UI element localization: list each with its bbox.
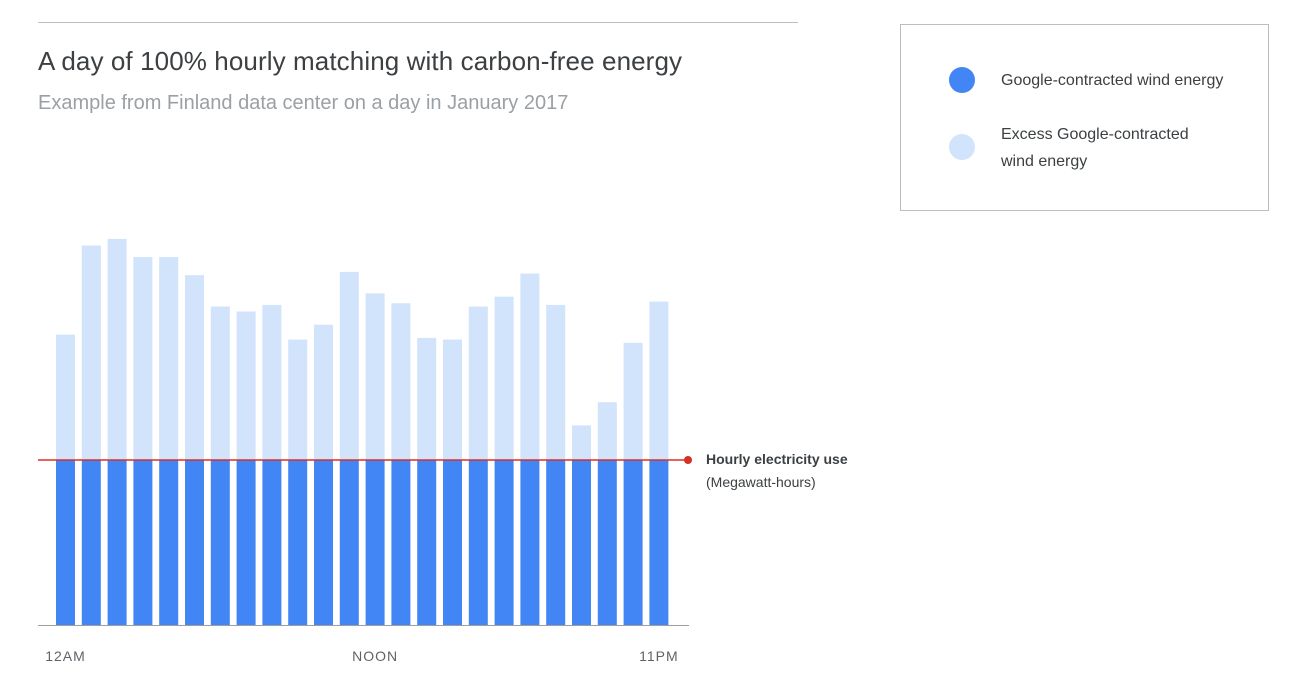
bar-matched (81, 460, 101, 625)
bar-matched (468, 460, 488, 625)
bar-excess (314, 324, 333, 460)
bar-excess (159, 257, 179, 460)
bar-excess (572, 425, 591, 460)
bar-excess (210, 306, 230, 460)
reference-line-label: Hourly electricity use (706, 451, 848, 467)
bar-matched (597, 460, 617, 625)
legend-label-matched: Google-contracted wind energy (1001, 72, 1224, 89)
legend-label-excess: Excess Google-contracted wind energy (1001, 121, 1189, 175)
x-tick-label: NOON (352, 648, 399, 664)
bar-excess (107, 238, 127, 460)
bar-matched (649, 460, 669, 625)
bar-matched (572, 460, 591, 625)
bar-excess (494, 296, 514, 460)
bar-excess (56, 334, 75, 460)
bar-excess (365, 293, 385, 460)
bar-excess (133, 257, 153, 460)
bar-matched (314, 460, 333, 625)
bar-excess (288, 339, 308, 460)
bar-matched (133, 460, 153, 625)
bar-matched (391, 460, 411, 625)
bar-matched (56, 460, 75, 625)
bar-excess (649, 301, 669, 460)
legend-swatch-excess (949, 134, 975, 160)
bar-matched (443, 460, 462, 625)
bar-matched (262, 460, 282, 625)
bar-matched (107, 460, 127, 625)
bar-excess (443, 339, 462, 460)
bar-excess (546, 304, 566, 460)
reference-line-unit: (Megawatt-hours) (706, 474, 816, 490)
bar-matched (365, 460, 385, 625)
bar-matched (159, 460, 179, 625)
x-tick-label: 12AM (45, 648, 86, 664)
bar-matched (185, 460, 204, 625)
bar-excess (236, 311, 256, 460)
legend-label-excess-line2: wind energy (1001, 153, 1088, 170)
chart-subtitle: Example from Finland data center on a da… (38, 92, 569, 114)
bar-matched (236, 460, 256, 625)
bar-excess (81, 245, 101, 460)
bar-excess (339, 271, 359, 460)
bar-excess (262, 304, 282, 460)
legend-swatch-matched (949, 67, 975, 93)
bar-matched (546, 460, 566, 625)
bar-excess (417, 337, 437, 460)
legend: Google-contracted wind energy Excess Goo… (900, 24, 1269, 211)
bar-excess (391, 303, 411, 460)
bar-matched (210, 460, 230, 625)
bar-matched (494, 460, 514, 625)
bar-excess (623, 342, 643, 460)
bar-matched (520, 460, 540, 625)
bar-matched (288, 460, 308, 625)
bar-matched (623, 460, 643, 625)
bar-excess (520, 273, 540, 460)
bar-excess (185, 275, 204, 460)
bar-matched (417, 460, 437, 625)
legend-label-excess-line1: Excess Google-contracted (1001, 126, 1189, 143)
x-tick-label: 11PM (639, 648, 679, 664)
chart-title: A day of 100% hourly matching with carbo… (38, 46, 683, 76)
top-divider (38, 22, 798, 23)
reference-line-marker (684, 456, 692, 464)
bar-excess (468, 306, 488, 460)
bar-matched (339, 460, 359, 625)
bar-excess (597, 402, 617, 460)
